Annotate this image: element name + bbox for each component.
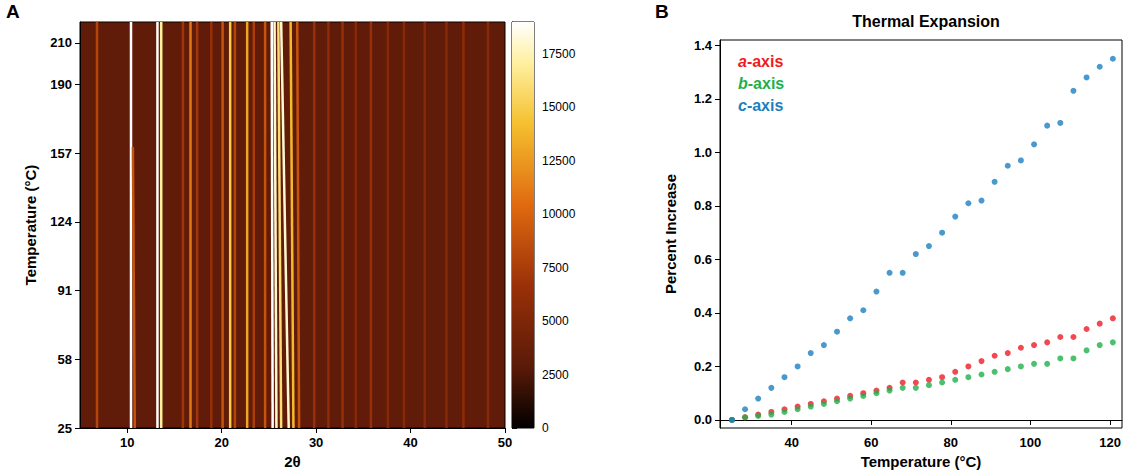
- svg-text:40: 40: [403, 435, 417, 450]
- svg-text:A: A: [6, 1, 20, 22]
- svg-text:40: 40: [784, 435, 798, 450]
- svg-text:30: 30: [309, 435, 323, 450]
- svg-text:10000: 10000: [542, 207, 576, 221]
- svg-text:b: b: [738, 75, 748, 92]
- svg-text:Percent Increase: Percent Increase: [662, 174, 679, 294]
- svg-text:-axis: -axis: [747, 97, 784, 114]
- svg-text:Temperature (°C): Temperature (°C): [861, 453, 982, 470]
- svg-text:100: 100: [1020, 435, 1042, 450]
- svg-text:-axis: -axis: [747, 53, 784, 70]
- svg-text:190: 190: [50, 77, 72, 92]
- svg-text:Thermal Expansion: Thermal Expansion: [852, 13, 1000, 30]
- svg-text:80: 80: [944, 435, 958, 450]
- svg-text:1.2: 1.2: [694, 91, 712, 106]
- svg-text:157: 157: [50, 146, 72, 161]
- svg-text:91: 91: [58, 283, 72, 298]
- svg-text:0.8: 0.8: [694, 198, 712, 213]
- svg-text:0.4: 0.4: [694, 305, 713, 320]
- svg-text:15000: 15000: [542, 100, 576, 114]
- svg-text:1.0: 1.0: [694, 145, 712, 160]
- svg-text:50: 50: [498, 435, 512, 450]
- svg-text:0.2: 0.2: [694, 359, 712, 374]
- svg-text:1.4: 1.4: [694, 38, 713, 53]
- svg-text:0.0: 0.0: [694, 412, 712, 427]
- svg-text:0: 0: [542, 421, 549, 435]
- svg-text:2θ: 2θ: [284, 453, 300, 470]
- svg-text:120: 120: [1099, 435, 1121, 450]
- svg-text:0.6: 0.6: [694, 252, 712, 267]
- svg-text:Temperature (°C): Temperature (°C): [22, 165, 39, 286]
- svg-text:7500: 7500: [542, 261, 569, 275]
- svg-text:20: 20: [214, 435, 228, 450]
- svg-text:B: B: [655, 1, 669, 22]
- svg-text:a: a: [738, 53, 747, 70]
- svg-text:210: 210: [50, 35, 72, 50]
- svg-text:124: 124: [50, 214, 72, 229]
- svg-text:5000: 5000: [542, 314, 569, 328]
- svg-text:60: 60: [864, 435, 878, 450]
- svg-text:10: 10: [120, 435, 134, 450]
- svg-text:c: c: [738, 97, 747, 114]
- svg-text:58: 58: [58, 352, 72, 367]
- svg-text:25: 25: [58, 421, 72, 436]
- svg-text:-axis: -axis: [748, 75, 785, 92]
- svg-text:12500: 12500: [542, 154, 576, 168]
- svg-text:2500: 2500: [542, 368, 569, 382]
- svg-text:17500: 17500: [542, 47, 576, 61]
